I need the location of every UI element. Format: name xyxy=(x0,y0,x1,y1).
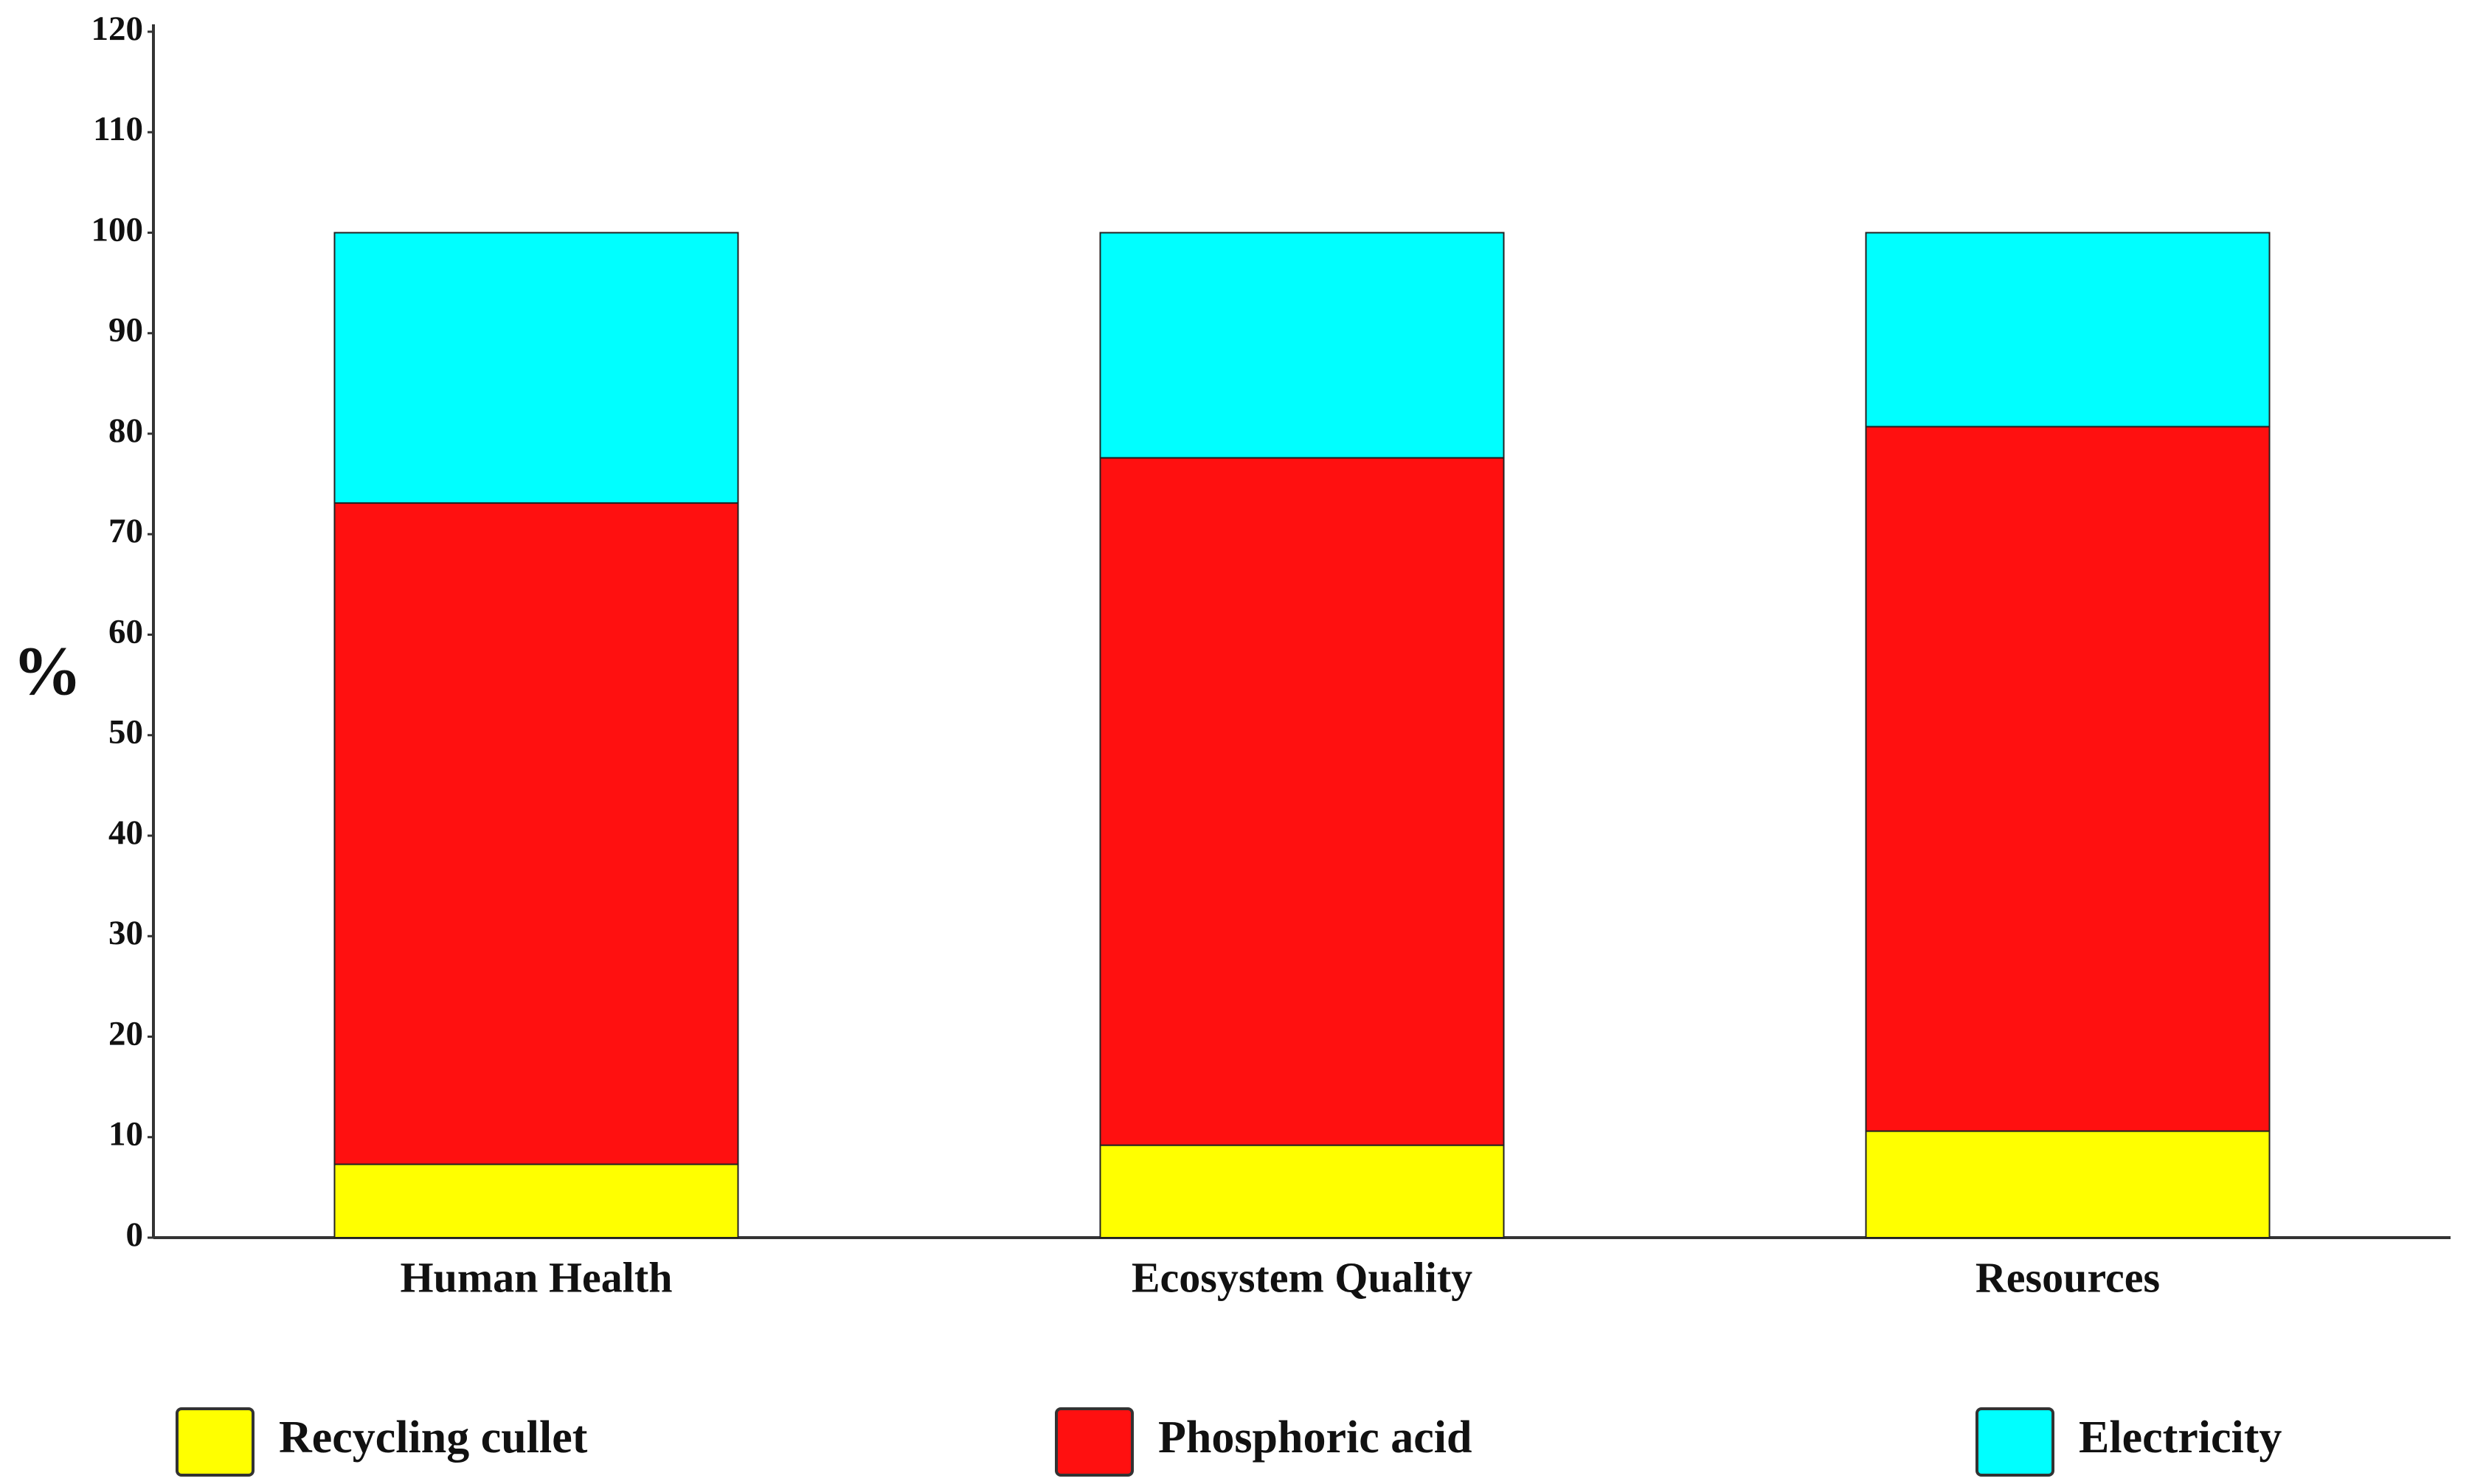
y-tick-label: 10 xyxy=(108,1115,143,1154)
legend-label: Phosphoric acid xyxy=(1158,1412,1472,1463)
y-tick-label: 100 xyxy=(91,210,144,249)
y-tick-label: 50 xyxy=(108,713,143,752)
x-tick-label: Resources xyxy=(1975,1253,2160,1301)
y-tick-label: 80 xyxy=(108,412,143,450)
bar-segment xyxy=(1865,1130,2271,1238)
y-tick-label: 60 xyxy=(108,612,143,651)
bar-segment xyxy=(1099,232,1505,459)
bar-segment xyxy=(333,232,739,505)
legend-swatch xyxy=(1055,1407,1134,1477)
legend-swatch xyxy=(1975,1407,2054,1477)
bar-segment xyxy=(333,1163,739,1238)
bar-segment xyxy=(1865,232,2271,428)
y-tick-label: 90 xyxy=(108,311,143,350)
legend-label: Electricity xyxy=(2079,1412,2282,1463)
x-tick-label: Human Health xyxy=(401,1253,673,1301)
bar-segment xyxy=(333,502,739,1165)
bar-segment xyxy=(1099,1144,1505,1239)
y-tick-label: 0 xyxy=(126,1216,144,1254)
y-axis-label: % xyxy=(13,634,82,710)
y-tick-label: 20 xyxy=(108,1014,143,1053)
legend-swatch xyxy=(176,1407,254,1477)
bar-segment xyxy=(1099,457,1505,1146)
y-tick-label: 30 xyxy=(108,914,143,952)
y-tick-label: 120 xyxy=(91,10,144,48)
y-tick-label: 40 xyxy=(108,814,143,852)
x-tick-label: Ecosystem Quality xyxy=(1132,1253,1472,1301)
y-tick-label: 110 xyxy=(93,110,143,148)
y-tick-label: 70 xyxy=(108,512,143,550)
legend-label: Recycling cullet xyxy=(279,1412,588,1463)
bar-segment xyxy=(1865,426,2271,1132)
